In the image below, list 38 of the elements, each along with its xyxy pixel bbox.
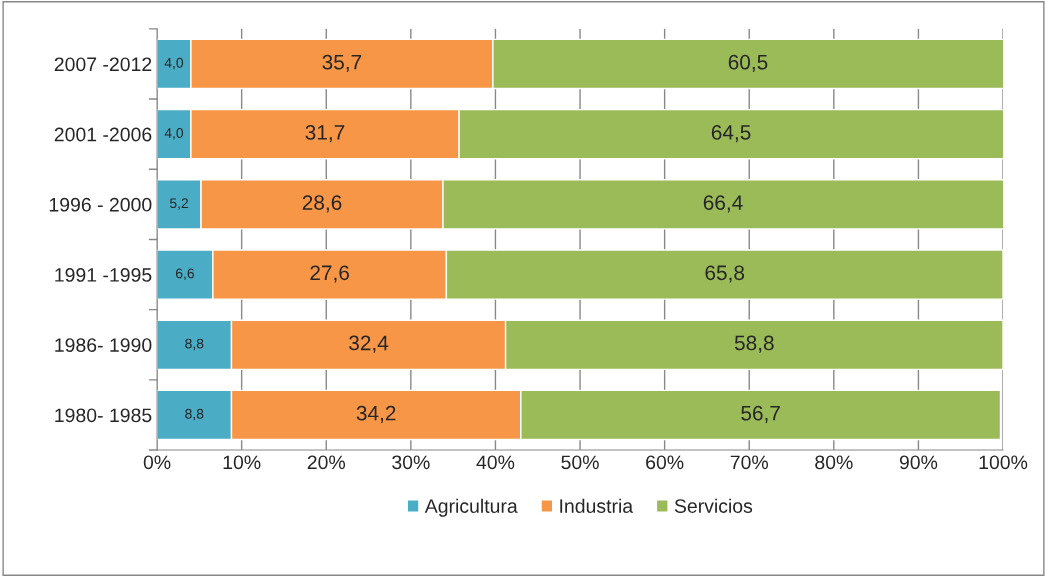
data-label: 8,8 (185, 408, 204, 421)
y-tick-label: 2007 -2012 (54, 57, 152, 72)
x-tick-label: 70% (730, 455, 768, 470)
data-label: 35,7 (322, 54, 362, 72)
x-tick-label: 100% (979, 455, 1028, 470)
data-label: 4,0 (164, 128, 184, 140)
legend-label: Agricultura (424, 498, 518, 517)
data-label: 65,8 (705, 265, 745, 283)
x-tick-label: 20% (307, 455, 346, 470)
data-label: 32,4 (349, 335, 389, 353)
data-label: 66,4 (703, 195, 743, 213)
y-tick-label: 1980- 1985 (55, 408, 152, 423)
y-tick-label: 1986- 1990 (55, 338, 152, 352)
x-tick-label: 40% (476, 455, 515, 470)
x-tick-label: 80% (815, 455, 853, 470)
x-tick-label: 10% (223, 455, 261, 470)
legend-label: Industria (560, 498, 634, 513)
data-label: 28,6 (302, 195, 342, 213)
data-label: 31,7 (305, 124, 345, 143)
x-tick-label: 30% (392, 455, 430, 470)
x-tick-label: 0% (143, 455, 171, 470)
data-label: 56,7 (741, 405, 780, 424)
data-label: 34,2 (356, 405, 396, 424)
legend-label: Servicios (674, 498, 753, 513)
data-label: 60,5 (728, 54, 768, 72)
data-label: 58,8 (734, 335, 774, 353)
data-label: 4,0 (164, 57, 184, 70)
data-label: 27,6 (310, 265, 349, 283)
y-tick-label: 1996 - 2000 (49, 197, 152, 212)
data-label: 8,8 (185, 338, 204, 351)
data-label: 5,2 (169, 198, 188, 210)
x-tick-label: 50% (561, 455, 599, 470)
y-tick-label: 1991 -1995 (55, 268, 152, 282)
y-tick-label: 2001 -2006 (54, 127, 152, 142)
x-tick-label: 60% (646, 455, 684, 470)
data-label: 6,6 (176, 268, 195, 280)
x-tick-label: 90% (899, 455, 938, 470)
data-label: 64,5 (711, 124, 751, 143)
